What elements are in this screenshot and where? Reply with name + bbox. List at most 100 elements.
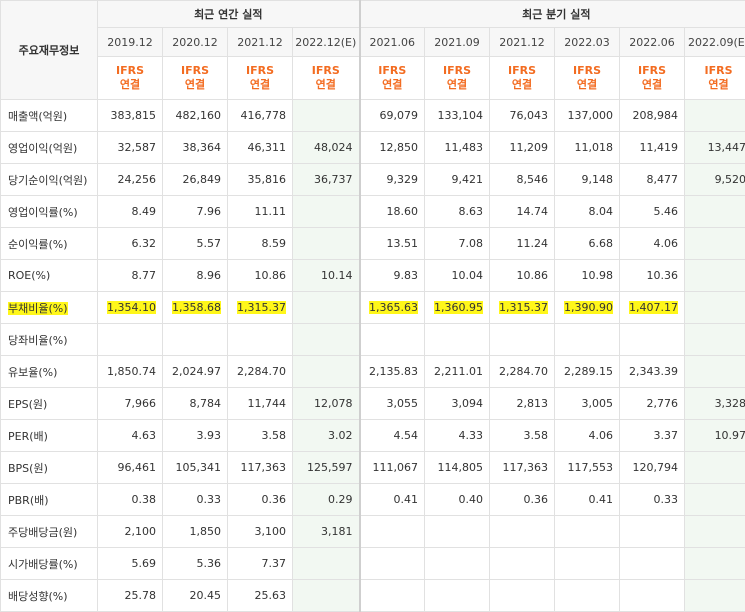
value-cell: 11,744: [228, 388, 293, 420]
value-cell: 8,546: [490, 164, 555, 196]
value-text: 0.38: [132, 493, 157, 506]
value-cell: [425, 580, 490, 612]
value-cell: [685, 196, 745, 228]
value-text: 1,358.68: [172, 301, 221, 314]
value-text: 11,419: [640, 141, 679, 154]
value-cell: 117,553: [555, 452, 620, 484]
value-cell: 1,354.10: [98, 292, 163, 324]
value-text: 9.83: [394, 269, 419, 282]
value-text: 13,447: [708, 141, 745, 154]
value-cell: 48,024: [293, 132, 360, 164]
value-cell: [360, 516, 425, 548]
value-cell: 10.36: [620, 260, 685, 292]
value-text: 1,407.17: [629, 301, 678, 314]
value-cell: [685, 260, 745, 292]
value-text: 96,461: [118, 461, 157, 474]
value-cell: [360, 548, 425, 580]
value-text: 8.63: [459, 205, 484, 218]
value-cell: 4.33: [425, 420, 490, 452]
value-text: 9,148: [582, 173, 614, 186]
value-cell: [685, 356, 745, 388]
value-cell: 3,005: [555, 388, 620, 420]
value-text: 0.33: [197, 493, 222, 506]
row-label: PBR(배): [1, 484, 98, 516]
value-cell: 13.51: [360, 228, 425, 260]
value-text: 2,135.83: [369, 365, 418, 378]
value-text: 9,520: [715, 173, 745, 186]
value-cell: [293, 356, 360, 388]
value-text: 0.29: [328, 493, 353, 506]
value-cell: 5.46: [620, 196, 685, 228]
value-cell: 69,079: [360, 100, 425, 132]
value-cell: 11,018: [555, 132, 620, 164]
value-cell: 9,520: [685, 164, 745, 196]
value-cell: 38,364: [163, 132, 228, 164]
value-cell: 3.58: [228, 420, 293, 452]
value-cell: [685, 324, 745, 356]
value-text: 35,816: [248, 173, 287, 186]
ifrs-label: IFRS: [246, 64, 274, 77]
value-cell: 120,794: [620, 452, 685, 484]
value-cell: 2,284.70: [228, 356, 293, 388]
row-label-text: EPS(원): [8, 398, 47, 411]
value-text: 10.04: [452, 269, 484, 282]
value-text: 0.41: [394, 493, 419, 506]
value-text: 3.37: [654, 429, 679, 442]
value-cell: [620, 548, 685, 580]
value-text: 7.96: [197, 205, 222, 218]
value-cell: 0.40: [425, 484, 490, 516]
period-header: 2022.12(E): [293, 28, 360, 57]
row-label: 유보율(%): [1, 356, 98, 388]
value-text: 2,100: [125, 525, 157, 538]
value-cell: 6.32: [98, 228, 163, 260]
value-text: 69,079: [380, 109, 419, 122]
value-text: 10.36: [647, 269, 679, 282]
value-text: 125,597: [307, 461, 353, 474]
value-cell: 416,778: [228, 100, 293, 132]
value-text: 25.63: [255, 589, 287, 602]
value-cell: 6.68: [555, 228, 620, 260]
value-text: 3.58: [524, 429, 549, 442]
value-text: 3,005: [582, 397, 614, 410]
value-cell: 10.14: [293, 260, 360, 292]
value-cell: [425, 516, 490, 548]
value-text: 8.77: [132, 269, 157, 282]
value-cell: [490, 324, 555, 356]
value-text: 0.36: [524, 493, 549, 506]
value-text: 11.24: [517, 237, 549, 250]
value-text: 0.41: [589, 493, 614, 506]
value-cell: 0.33: [620, 484, 685, 516]
period-header: 2021.06: [360, 28, 425, 57]
value-text: 0.33: [654, 493, 679, 506]
row-label-text: ROE(%): [8, 269, 50, 282]
value-cell: 3.93: [163, 420, 228, 452]
value-text: 5.57: [197, 237, 222, 250]
value-text: 3.93: [197, 429, 222, 442]
value-cell: [685, 580, 745, 612]
value-text: 117,363: [503, 461, 549, 474]
value-text: 14.74: [517, 205, 549, 218]
row-label-text: PER(배): [8, 430, 48, 443]
row-label-text: 영업이익(억원): [8, 142, 77, 155]
value-cell: [685, 100, 745, 132]
row-label: 당좌비율(%): [1, 324, 98, 356]
row-label: 매출액(억원): [1, 100, 98, 132]
value-text: 3,181: [321, 525, 353, 538]
value-cell: 111,067: [360, 452, 425, 484]
value-cell: 0.29: [293, 484, 360, 516]
value-cell: 2,135.83: [360, 356, 425, 388]
value-cell: 5.36: [163, 548, 228, 580]
value-text: 20.45: [190, 589, 222, 602]
period-header: 2022.06: [620, 28, 685, 57]
value-cell: 4.54: [360, 420, 425, 452]
